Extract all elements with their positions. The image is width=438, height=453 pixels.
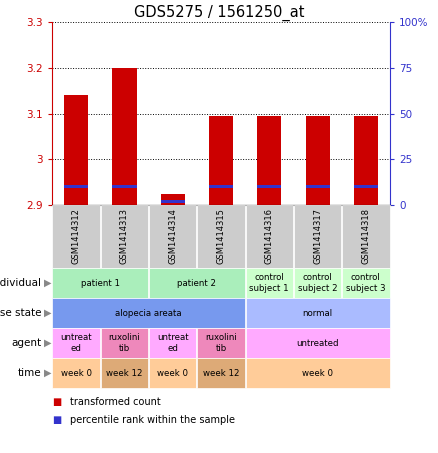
Text: GSM1414314: GSM1414314 [168, 208, 177, 265]
Text: percentile rank within the sample: percentile rank within the sample [70, 415, 234, 425]
Text: patient 1: patient 1 [81, 279, 120, 288]
Text: GDS5275 / 1561250_at: GDS5275 / 1561250_at [134, 5, 304, 21]
Bar [113, 185, 137, 188]
Text: ▶: ▶ [44, 368, 51, 378]
Text: week 0: week 0 [302, 368, 333, 377]
Text: control
subject 2: control subject 2 [298, 273, 337, 293]
Bar [113, 68, 137, 205]
Text: normal: normal [303, 308, 332, 318]
Bar [64, 185, 88, 188]
Bar [257, 116, 281, 205]
Text: GSM1414315: GSM1414315 [216, 208, 226, 265]
Text: GSM1414313: GSM1414313 [120, 208, 129, 265]
Bar [64, 95, 88, 205]
Text: GSM1414312: GSM1414312 [72, 208, 81, 265]
Text: week 12: week 12 [203, 368, 239, 377]
Bar [354, 185, 378, 188]
Text: GSM1414318: GSM1414318 [361, 208, 371, 265]
Bar [209, 116, 233, 205]
Bar [305, 185, 330, 188]
Bar [257, 185, 281, 188]
Bar [161, 193, 185, 205]
Text: week 12: week 12 [106, 368, 143, 377]
Text: untreat
ed: untreat ed [60, 333, 92, 353]
Text: ▶: ▶ [44, 338, 51, 348]
Text: ■: ■ [52, 397, 61, 407]
Text: control
subject 3: control subject 3 [346, 273, 386, 293]
Text: untreated: untreated [297, 338, 339, 347]
Bar [209, 185, 233, 188]
Text: ▶: ▶ [44, 278, 51, 288]
Bar [305, 116, 330, 205]
Text: patient 2: patient 2 [177, 279, 216, 288]
Bar [354, 116, 378, 205]
Text: ▶: ▶ [44, 308, 51, 318]
Text: GSM1414316: GSM1414316 [265, 208, 274, 265]
Text: individual: individual [0, 278, 41, 288]
Bar [161, 200, 185, 202]
Text: transformed count: transformed count [70, 397, 160, 407]
Text: time: time [18, 368, 41, 378]
Text: agent: agent [11, 338, 41, 348]
Text: control
subject 1: control subject 1 [250, 273, 289, 293]
Text: alopecia areata: alopecia areata [115, 308, 182, 318]
Text: week 0: week 0 [157, 368, 188, 377]
Text: ruxolini
tib: ruxolini tib [109, 333, 140, 353]
Text: disease state: disease state [0, 308, 41, 318]
Text: ■: ■ [52, 415, 61, 425]
Text: GSM1414317: GSM1414317 [313, 208, 322, 265]
Text: untreat
ed: untreat ed [157, 333, 188, 353]
Text: ruxolini
tib: ruxolini tib [205, 333, 237, 353]
Text: week 0: week 0 [60, 368, 92, 377]
